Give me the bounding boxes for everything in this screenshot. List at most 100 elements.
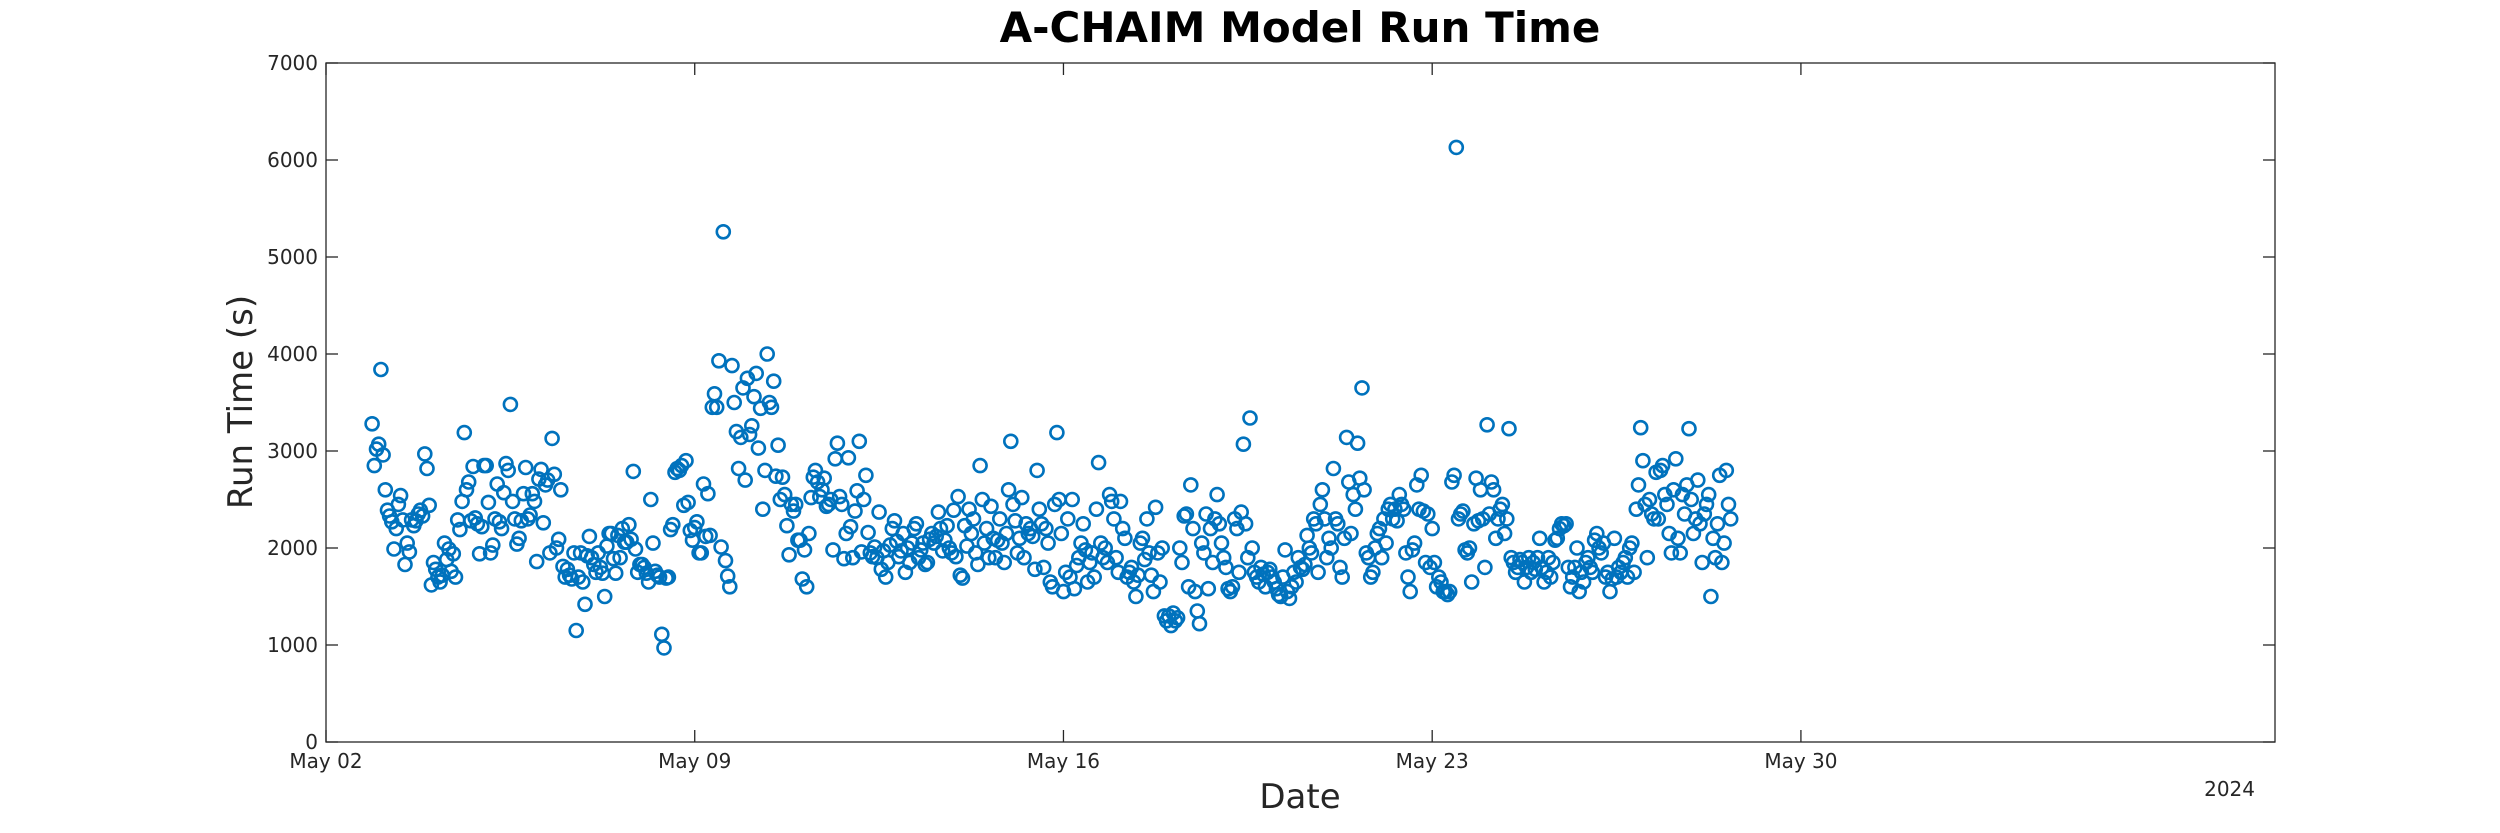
data-point: [1696, 506, 1713, 522]
data-point: [842, 518, 859, 535]
data-point: [548, 540, 565, 556]
data-point: [1141, 545, 1157, 561]
data-point: [392, 487, 409, 504]
data-point: [963, 525, 980, 542]
data-point: [702, 527, 718, 544]
data-point: [794, 571, 811, 587]
data-point: [945, 502, 962, 519]
data-point: [858, 467, 874, 484]
data-point: [1490, 511, 1506, 527]
data-point: [1316, 511, 1333, 527]
data-point: [1235, 436, 1252, 453]
data-point: [498, 455, 514, 472]
data-point: [746, 388, 762, 405]
data-point: [495, 484, 512, 501]
data-point: [1112, 493, 1129, 510]
data-point: [1365, 564, 1381, 581]
data-point: [1086, 569, 1102, 585]
data-point: [825, 542, 841, 558]
y-tick-label: 4000: [267, 342, 318, 366]
data-point: [785, 503, 802, 519]
data-point: [1641, 491, 1658, 508]
data-point: [1659, 496, 1675, 513]
y-tick-label: 5000: [267, 245, 318, 269]
data-point: [414, 508, 431, 524]
data-point: [1426, 554, 1443, 571]
data-point: [656, 640, 672, 656]
data-point: [1310, 564, 1326, 581]
data-point: [552, 481, 569, 498]
data-point: [1452, 506, 1469, 522]
data-point: [1193, 535, 1210, 551]
data-point: [908, 515, 925, 532]
data-point: [1545, 554, 1561, 571]
data-point: [1053, 525, 1070, 542]
data-point: [1531, 530, 1548, 547]
data-point: [708, 399, 725, 416]
data-point: [1586, 532, 1603, 549]
data-point: [1479, 416, 1495, 433]
data-point: [700, 485, 716, 502]
data-point: [717, 552, 734, 569]
data-point: [1670, 530, 1686, 547]
data-point: [1114, 520, 1131, 537]
data-point: [445, 545, 462, 562]
data-point: [1446, 467, 1462, 484]
data-point: [1303, 545, 1320, 561]
data-point: [1090, 454, 1107, 471]
data-point: [1101, 486, 1118, 503]
data-point: [1088, 501, 1105, 518]
data-point: [544, 430, 560, 447]
data-point: [1075, 515, 1091, 532]
data-point: [983, 498, 999, 515]
data-point: [1128, 588, 1144, 605]
data-point: [504, 493, 521, 510]
data-point: [866, 539, 883, 555]
data-point: [1373, 549, 1390, 566]
data-point: [386, 541, 402, 557]
plot-area: [325, 62, 2276, 743]
x-tick-label: May 30: [1764, 749, 1837, 773]
data-point: [765, 373, 782, 390]
data-point: [416, 446, 433, 462]
data-point: [939, 517, 955, 534]
data-point: [1347, 501, 1364, 518]
data-point: [886, 512, 903, 529]
data-point: [1106, 511, 1122, 527]
data-point: [1650, 511, 1667, 527]
data-point: [491, 513, 508, 530]
x-tick-label: May 02: [289, 749, 362, 773]
data-point: [787, 496, 804, 513]
data-point: [1477, 559, 1493, 576]
y-tick-label: 2000: [267, 536, 318, 560]
data-point: [1389, 512, 1405, 529]
data-point: [649, 567, 666, 584]
data-point: [1029, 462, 1045, 479]
data-point: [1242, 410, 1258, 426]
data-point: [1690, 472, 1706, 488]
data-point: [1013, 489, 1030, 506]
data-point: [1330, 515, 1346, 532]
data-point: [950, 488, 966, 505]
data-point: [711, 352, 727, 369]
data-point: [1334, 569, 1350, 585]
data-point: [517, 459, 534, 476]
data-point: [1323, 540, 1339, 556]
data-point: [721, 578, 738, 595]
data-point: [550, 531, 567, 548]
data-point: [796, 542, 813, 558]
data-point: [1176, 508, 1192, 524]
data-point: [664, 516, 681, 533]
data-point: [1624, 535, 1640, 551]
data-point: [1542, 569, 1559, 585]
data-point: [625, 463, 642, 480]
data-point: [526, 493, 543, 510]
data-point: [1191, 615, 1208, 632]
data-point: [432, 574, 448, 590]
data-point: [1082, 554, 1098, 571]
data-point: [831, 488, 848, 505]
data-point: [528, 553, 545, 570]
data-point: [1049, 424, 1065, 441]
data-point: [1400, 569, 1416, 585]
data-point: [612, 549, 628, 566]
